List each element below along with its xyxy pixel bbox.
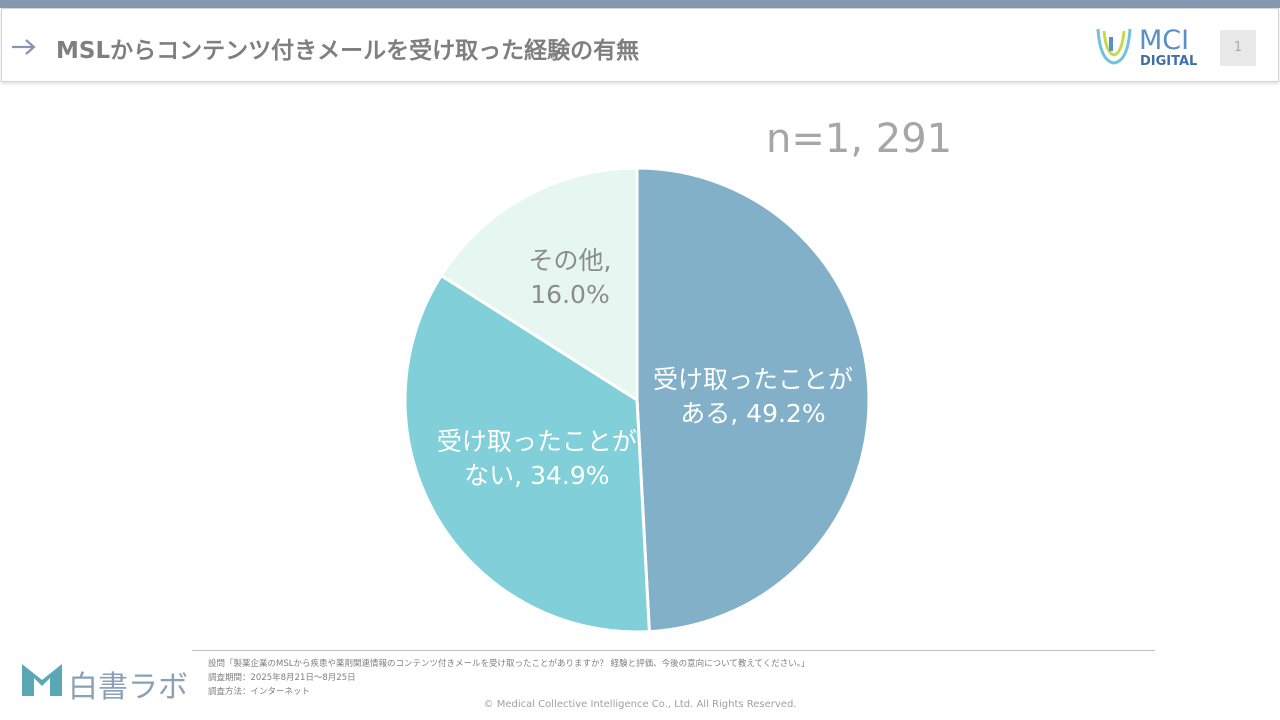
logo-text: MCI xyxy=(1139,25,1190,56)
top-stripe xyxy=(0,0,1280,8)
note: 設問「製薬企業のMSLから疾患や薬剤関連情報のコンテンツ付きメールを受け取ったこ… xyxy=(208,659,810,669)
note: 調査期間：2025年8月21日～8月25日 xyxy=(208,673,356,683)
arrow-icon xyxy=(12,39,36,55)
logo-subtext: DIGITAL xyxy=(1140,54,1198,69)
pie-slice xyxy=(403,273,651,634)
title: MSLからコンテンツ付きメールを受け取った経験の有無 xyxy=(56,38,640,64)
pie-slice xyxy=(635,166,871,634)
data-label: 受け取ったことがない, 34.9% xyxy=(436,426,637,490)
sample-size: n=1, 291 xyxy=(766,116,953,162)
header: MSLからコンテンツ付きメールを受け取った経験の有無 MCI DIGITAL 1 xyxy=(1,8,1279,82)
data-label: 受け取ったことがある, 49.2% xyxy=(652,364,853,428)
brand: 白書ラボ xyxy=(68,670,188,705)
notes: 設問「製薬企業のMSLから疾患や薬剤関連情報のコンテンツ付きメールを受け取ったこ… xyxy=(208,657,810,699)
copyright: © Medical Collective Intelligence Co., L… xyxy=(483,699,797,710)
brand-icon xyxy=(22,664,62,696)
footer-rule xyxy=(192,650,1155,651)
data-label: その他, 16.0% xyxy=(528,245,612,309)
pie-slice xyxy=(439,166,639,403)
page-number: 1 xyxy=(1220,30,1256,66)
note: 調査方法：インターネット xyxy=(208,687,311,697)
logo-icon xyxy=(1096,28,1132,65)
